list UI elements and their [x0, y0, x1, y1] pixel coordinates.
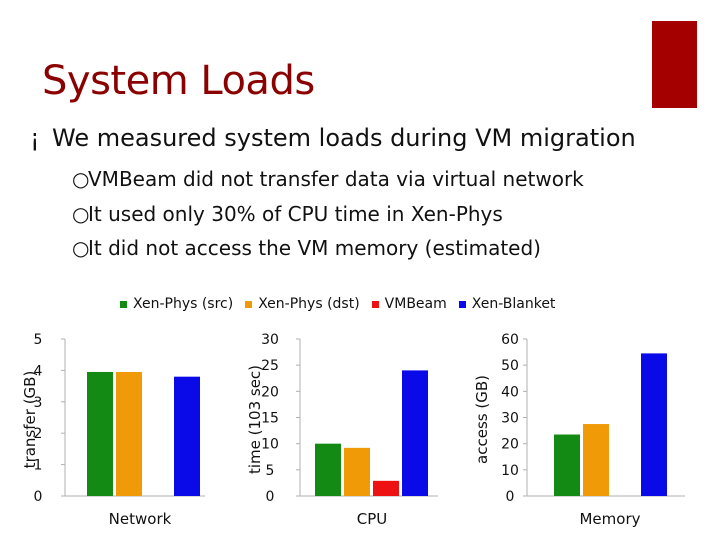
legend-item: VMBeam [371, 296, 447, 312]
x-category-label: Network [109, 510, 172, 528]
y-tick-label: 50 [501, 358, 519, 374]
y-tick-label: 15 [261, 411, 279, 427]
y-tick-label: 60 [501, 332, 519, 348]
y-tick-label: 25 [261, 358, 279, 374]
y-axis-label: time (103 sec) [246, 365, 264, 474]
sub-bullet-text: VMBeam did not transfer data via virtual… [88, 167, 584, 191]
y-tick-label: 30 [261, 332, 279, 348]
legend-label: VMBeam [384, 296, 447, 312]
sub-bullet: ○It used only 30% of CPU time in Xen-Phy… [72, 202, 503, 226]
y-tick-label: 10 [501, 463, 519, 479]
x-category-label: CPU [357, 510, 388, 528]
slide-title: System Loads [42, 58, 315, 104]
chart-legend: Xen-Phys (src) Xen-Phys (dst) VMBeam Xen… [120, 294, 555, 314]
y-axis-label: transfer (GB) [21, 371, 39, 469]
main-bullet: ¡ We measured system loads during VM migr… [30, 124, 636, 152]
y-tick-label: 4 [34, 363, 43, 379]
legend-label: Xen-Phys (dst) [258, 296, 360, 312]
bar-xen-phys-src [315, 443, 341, 496]
legend-swatch [371, 300, 379, 308]
bar-xen-phys-src [87, 371, 113, 496]
legend-swatch [458, 300, 466, 308]
bullet-marker: ¡ [30, 124, 40, 152]
bar-vmbeam [373, 480, 399, 496]
legend-item: Xen-Blanket [458, 296, 556, 312]
y-tick-label: 3 [34, 395, 43, 411]
y-tick-label: 20 [501, 437, 519, 453]
bar-xen-phys-src [554, 434, 580, 496]
y-tick-label: 2 [34, 426, 43, 442]
y-tick-label: 0 [506, 489, 515, 505]
bar-xen-blanket [402, 370, 428, 496]
bar-xen-blanket [641, 353, 667, 496]
bar-xen-blanket [174, 376, 200, 496]
legend-swatch [245, 300, 253, 308]
sub-bullet-marker: ○ [72, 236, 90, 260]
sub-bullet-marker: ○ [72, 167, 90, 191]
legend-label: Xen-Phys (src) [133, 296, 234, 312]
sub-bullet: ○It did not access the VM memory (estima… [72, 236, 541, 260]
y-tick-label: 5 [34, 332, 43, 348]
y-tick-label: 30 [501, 411, 519, 427]
y-tick-label: 0 [266, 489, 275, 505]
sub-bullet-text: It used only 30% of CPU time in Xen-Phys [88, 202, 503, 226]
legend-label: Xen-Blanket [471, 296, 556, 312]
y-axis-label: access (GB) [473, 375, 491, 464]
sub-bullet-marker: ○ [72, 202, 90, 226]
y-tick-label: 40 [501, 384, 519, 400]
accent-block [652, 21, 697, 108]
main-bullet-text: We measured system loads during VM migra… [52, 124, 636, 152]
legend-item: Xen-Phys (src) [120, 296, 233, 312]
y-tick-label: 10 [261, 437, 279, 453]
y-tick-label: 1 [34, 458, 43, 474]
legend-item: Xen-Phys (dst) [245, 296, 360, 312]
bar-xen-phys-dst [583, 424, 609, 496]
x-category-label: Memory [579, 510, 640, 528]
bar-xen-phys-dst [116, 371, 142, 496]
sub-bullet: ○VMBeam did not transfer data via virtua… [72, 167, 584, 191]
bar-xen-phys-dst [344, 447, 370, 496]
y-tick-label: 20 [261, 384, 279, 400]
y-tick-label: 5 [266, 463, 275, 479]
y-tick-label: 0 [34, 489, 43, 505]
sub-bullet-text: It did not access the VM memory (estimat… [88, 236, 541, 260]
legend-swatch [120, 300, 127, 308]
